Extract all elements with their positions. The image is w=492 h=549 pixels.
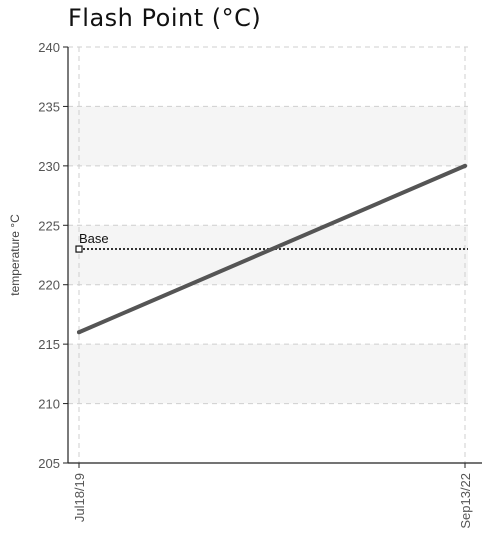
baseline-marker <box>75 245 83 253</box>
y-tick-label: 215 <box>38 337 60 352</box>
x-tick-label: Sep13/22 <box>458 473 473 529</box>
y-tick-labels: 205 210 215 220 225 230 235 240 <box>38 40 60 471</box>
y-tick-label: 235 <box>38 99 60 114</box>
background-band <box>68 106 468 166</box>
series-group <box>77 163 467 335</box>
baseline-label: Base <box>79 231 109 246</box>
axes <box>63 46 482 468</box>
x-tick-label: Jul18/19 <box>72 473 87 522</box>
y-axis-label: temperature °C <box>8 214 22 296</box>
y-tick-label: 210 <box>38 397 60 412</box>
series-line <box>77 163 467 335</box>
background-bands <box>68 106 468 404</box>
baseline-group: Base <box>75 231 468 253</box>
y-tick-label: 205 <box>38 456 60 471</box>
data-point <box>463 163 467 168</box>
y-tick-label: 230 <box>38 159 60 174</box>
y-tick-label: 220 <box>38 278 60 293</box>
x-tick-labels: Jul18/19 Sep13/22 <box>72 473 473 529</box>
background-band <box>68 225 468 285</box>
gridlines <box>68 46 468 463</box>
y-tick-label: 240 <box>38 40 60 55</box>
chart-title: Flash Point (°C) <box>68 4 262 32</box>
data-point <box>77 330 81 335</box>
background-band <box>68 344 468 404</box>
y-tick-label: 225 <box>38 218 60 233</box>
